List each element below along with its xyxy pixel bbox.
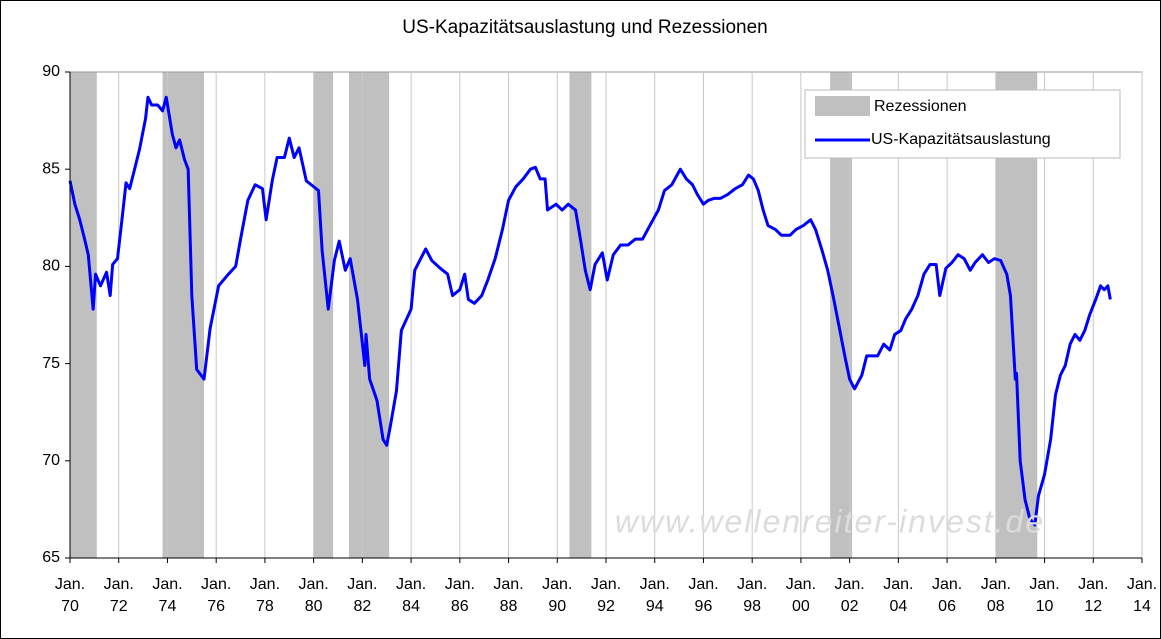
legend-label: US-Kapazitätsauslastung xyxy=(871,131,1051,148)
recession-band xyxy=(348,72,390,558)
recession-band xyxy=(313,72,334,558)
x-tick-label: Jan. 00 xyxy=(785,576,817,615)
legend-label: Rezessionen xyxy=(874,98,967,115)
y-tick-label: 80 xyxy=(42,258,60,275)
x-tick-label: Jan. 80 xyxy=(298,576,329,615)
x-tick-label: Jan. 04 xyxy=(883,576,914,615)
y-tick-label: 90 xyxy=(42,63,60,80)
line-series xyxy=(68,95,1112,527)
chart-title: US-Kapazitätsauslastung und Rezessionen xyxy=(402,17,767,38)
x-tick-label: Jan. 10 xyxy=(1029,576,1060,615)
recession-band xyxy=(162,72,204,558)
x-tick-label: Jan. 98 xyxy=(737,576,768,615)
x-tick-label: Jan. 72 xyxy=(103,576,134,615)
x-tick-label: Jan. 70 xyxy=(54,576,86,615)
x-tick-label: Jan. 74 xyxy=(152,576,183,615)
y-tick-label: 85 xyxy=(42,160,60,177)
x-tick-label: Jan. 76 xyxy=(201,576,232,615)
x-tick-label: Jan. 78 xyxy=(249,576,281,615)
x-tick-label: Jan. 14 xyxy=(1126,576,1158,615)
x-tick-label: Jan. 92 xyxy=(590,576,622,615)
watermark: www.wellenreiter-invest.de xyxy=(615,503,1045,539)
recession-band xyxy=(569,72,592,558)
y-tick-label: 75 xyxy=(42,355,60,372)
y-tick-label: 65 xyxy=(42,549,60,566)
x-tick-label: Jan. 88 xyxy=(493,576,524,615)
x-tick-label: Jan. 86 xyxy=(444,576,475,615)
x-tick-label: Jan. 90 xyxy=(542,576,573,615)
x-tick-label: Jan. 06 xyxy=(931,576,963,615)
x-tick-label: Jan. 08 xyxy=(980,576,1011,615)
x-tick-label: Jan. 84 xyxy=(395,576,427,615)
x-tick-label: Jan. 96 xyxy=(688,576,719,615)
x-tick-label: Jan. 12 xyxy=(1078,576,1109,615)
x-tick-label: Jan. 02 xyxy=(834,576,865,615)
x-tick-label: Jan. 94 xyxy=(639,576,670,615)
x-tick-label: Jan. 82 xyxy=(347,576,378,615)
y-tick-label: 70 xyxy=(42,452,60,469)
recession-band xyxy=(830,72,853,558)
recession-band xyxy=(70,72,97,558)
legend-swatch xyxy=(815,96,870,116)
